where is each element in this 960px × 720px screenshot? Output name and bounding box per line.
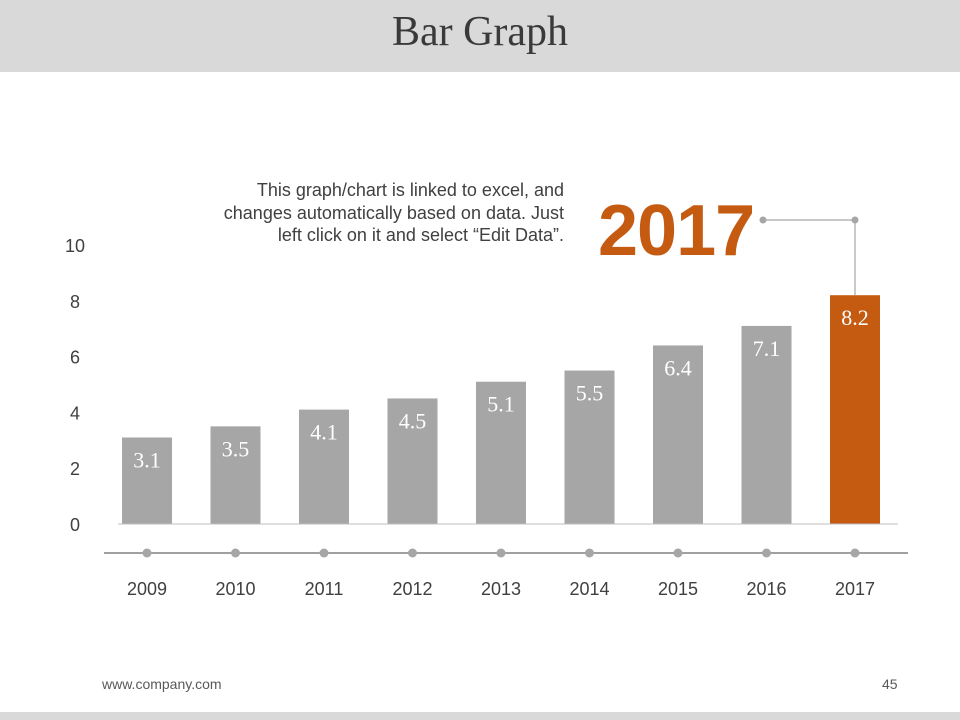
page-number: 45 (882, 676, 898, 692)
value-label: 8.2 (841, 305, 869, 330)
x-tick-label: 2011 (305, 579, 344, 599)
value-labels: 3.1 3.5 4.1 4.5 5.1 5.5 6.4 7.1 8.2 (133, 305, 869, 472)
y-tick-label: 6 (70, 348, 80, 368)
title-bar (0, 0, 960, 72)
x-tick-label: 2014 (569, 579, 609, 599)
y-tick-label: 0 (70, 515, 80, 535)
y-tick-label: 10 (65, 236, 85, 256)
x-tick-label: 2015 (658, 579, 698, 599)
bar-2016[interactable] (741, 325, 792, 524)
x-tick-label: 2010 (215, 579, 255, 599)
bar-2013[interactable] (476, 381, 526, 524)
slide-title: Bar Graph (391, 9, 569, 55)
timeline-dots (142, 548, 860, 558)
y-tick-label: 2 (70, 459, 80, 479)
highlight-year: 2017 (598, 191, 755, 271)
y-axis-ticks: 0 2 4 6 8 10 (65, 236, 85, 535)
timeline-dot (142, 548, 152, 558)
x-tick-label: 2017 (835, 579, 875, 599)
timeline-dot (850, 548, 860, 558)
value-label: 4.5 (399, 408, 427, 433)
value-label: 4.1 (310, 420, 338, 445)
value-label: 3.5 (222, 436, 250, 461)
y-tick-label: 8 (70, 292, 80, 312)
value-label: 7.1 (753, 336, 781, 361)
highlight-connector (759, 216, 859, 296)
bottom-strip (0, 712, 960, 720)
y-tick-label: 4 (70, 403, 80, 423)
value-label: 6.4 (664, 355, 692, 380)
timeline-dot (231, 548, 240, 558)
bar-2010[interactable] (210, 426, 261, 524)
bar-2009[interactable] (122, 437, 172, 524)
timeline-dot (408, 548, 417, 558)
bars (122, 295, 880, 524)
bar-2014[interactable] (564, 370, 615, 524)
bar-2011[interactable] (299, 409, 349, 524)
value-label: 5.5 (576, 381, 604, 406)
bar-2012[interactable] (387, 398, 438, 524)
x-tick-label: 2013 (481, 579, 521, 599)
x-tick-label: 2009 (127, 579, 167, 599)
timeline-dot (585, 548, 594, 558)
bar-2015[interactable] (653, 345, 703, 524)
timeline-dot (762, 548, 771, 558)
x-tick-label: 2016 (746, 579, 786, 599)
timeline-dot (673, 548, 683, 558)
chart-note: This graph/chart is linked to excel, and… (223, 180, 564, 245)
x-axis-ticks: 2009 2010 2011 2012 2013 2014 2015 2016 2017 (127, 579, 875, 599)
bar-2017[interactable] (830, 295, 880, 524)
value-label: 3.1 (133, 448, 161, 473)
timeline-dot (496, 548, 506, 558)
x-tick-label: 2012 (392, 579, 432, 599)
timeline-dot (319, 548, 329, 558)
footer-url[interactable]: www.company.com (102, 676, 222, 692)
value-label: 5.1 (487, 392, 515, 417)
